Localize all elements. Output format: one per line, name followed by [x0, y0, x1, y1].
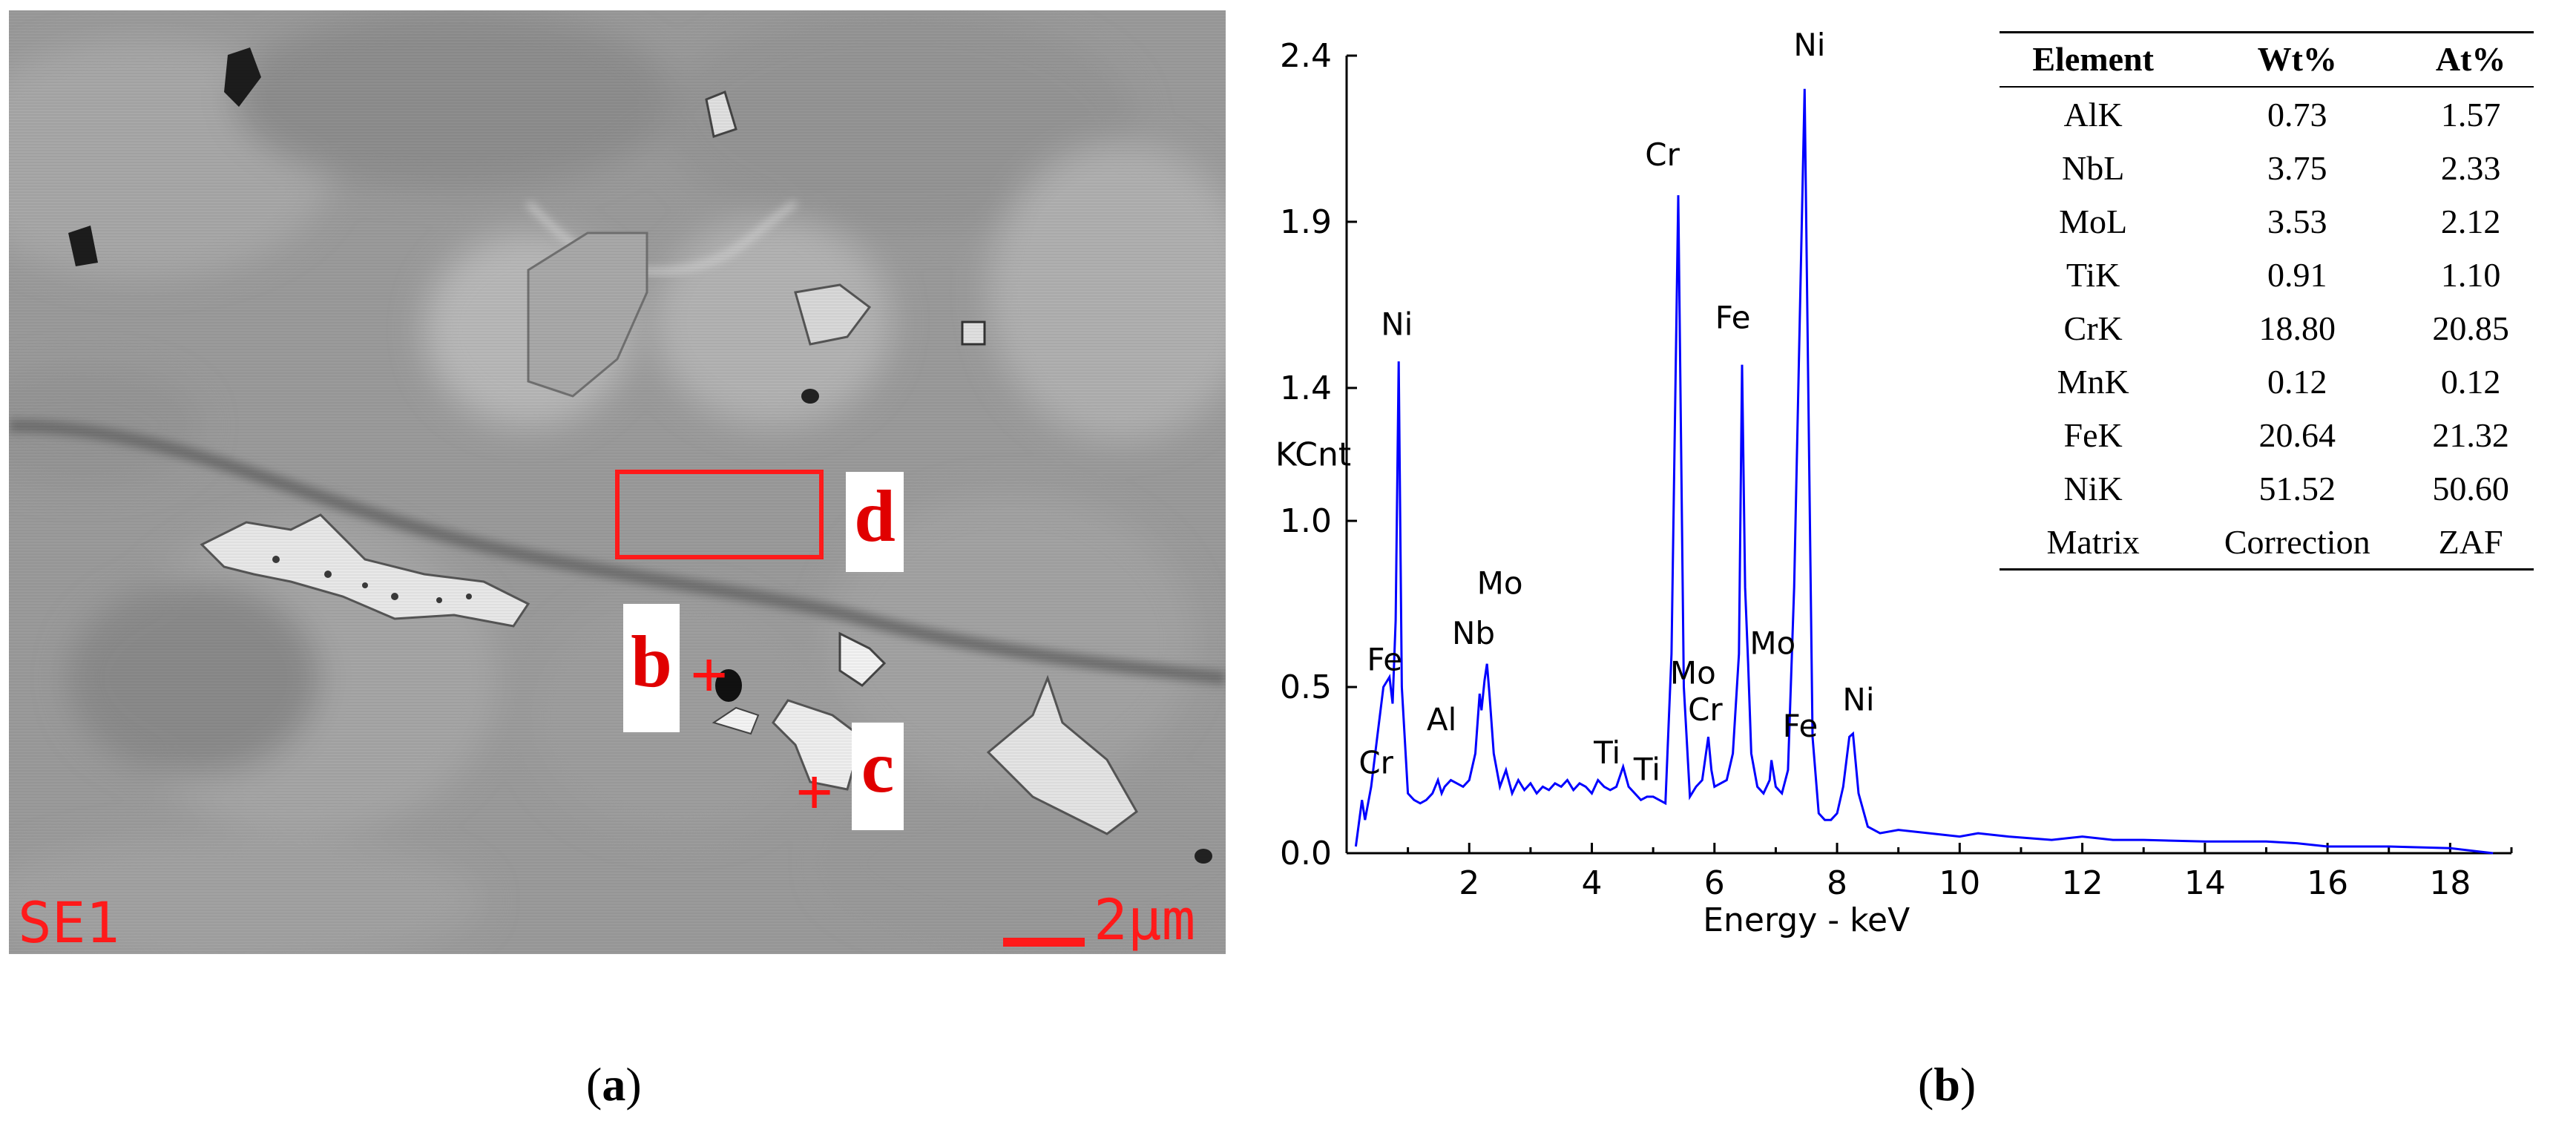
eds-spectrum-chart: 0.0 0.5 1.0 1.4 1.9 2.4 2 4 6 8 10 12 14 16 18 Cr Fe Ni…: [1275, 27, 2513, 939]
x-tick-label: 2: [1459, 864, 1479, 902]
peak-label: Fe: [1715, 299, 1751, 335]
table-header: Wt%: [2186, 31, 2408, 88]
table-row: CrK 18.80 20.85: [2000, 301, 2534, 355]
table-cell: TiK: [2066, 255, 2120, 294]
table-cell: Matrix: [2000, 515, 2187, 571]
composition-table: Element Wt% At% AlK 0.73 1.57 NbL 3.75 2.33 …: [2000, 31, 2534, 571]
y-tick-label: 1.0: [1280, 502, 1332, 540]
peak-label: Fe: [1367, 642, 1402, 678]
x-tick-label: 12: [2062, 864, 2103, 902]
x-axis-ticks: 2 4 6 8 10 12 14 16 18: [1407, 843, 2513, 902]
x-tick-label: 4: [1582, 864, 1603, 902]
table-cell: Correction: [2186, 515, 2408, 571]
table-cell: 1.10: [2440, 255, 2501, 294]
table-cell: CrK: [2063, 309, 2123, 347]
table-cell: NiK: [2063, 469, 2123, 507]
table-row: Matrix Correction ZAF: [2000, 515, 2534, 571]
x-tick-label: 8: [1827, 864, 1847, 902]
table-cell: 0.12: [2440, 362, 2501, 401]
scale-bar: [1003, 938, 1085, 947]
table-cell: 0.12: [2267, 362, 2327, 401]
table-header: Element: [2000, 31, 2187, 88]
table-row: TiK 0.91 1.10: [2000, 248, 2534, 301]
y-axis-ticks: 0.0 0.5 1.0 1.4 1.9 2.4: [1280, 37, 1357, 872]
table-cell: MnK: [2057, 362, 2129, 401]
table-row: MoL 3.53 2.12: [2000, 194, 2534, 248]
x-tick-label: 6: [1704, 864, 1725, 902]
peak-label: Cr: [1645, 137, 1680, 173]
table-row: FeK 20.64 21.32: [2000, 408, 2534, 461]
table-row: AlK 0.73 1.57: [2000, 87, 2534, 141]
caption-b-letter: b: [1933, 1058, 1960, 1111]
peak-label: Ti: [1593, 734, 1620, 771]
caption-b: (b): [1918, 1058, 1977, 1111]
y-tick-label: 0.0: [1280, 835, 1332, 872]
caption-a-letter: a: [602, 1058, 626, 1111]
table-cell: 20.64: [2258, 415, 2336, 454]
peak-label: Mo: [1477, 565, 1523, 602]
x-tick-label: 10: [1939, 864, 1980, 902]
table-cell: 2.33: [2440, 148, 2501, 187]
table-cell: 51.52: [2258, 469, 2336, 507]
table-cell: MoL: [2059, 202, 2128, 240]
table-cell: 3.53: [2267, 202, 2327, 240]
peak-label: Ni: [1842, 681, 1874, 717]
table-cell: 0.91: [2267, 255, 2327, 294]
label-b: b: [623, 604, 680, 732]
x-tick-label: 18: [2429, 864, 2471, 902]
y-tick-label: 0.5: [1280, 668, 1332, 706]
table-cell: AlK: [2063, 95, 2123, 134]
peak-label: Ti: [1633, 751, 1660, 787]
scale-label: 2μm: [1094, 887, 1196, 953]
detector-label: SE1: [18, 890, 120, 954]
table-cell: FeK: [2063, 415, 2123, 454]
table-cell: NbL: [2061, 148, 2125, 187]
caption-a: (a): [586, 1058, 642, 1111]
table-cell: 50.60: [2432, 469, 2509, 507]
region-d-rectangle: [615, 470, 824, 559]
table-cell: 21.32: [2432, 415, 2509, 454]
x-axis-title: Energy - keV: [1703, 901, 1910, 939]
x-tick-label: 16: [2307, 864, 2348, 902]
table-cell: ZAF: [2408, 515, 2534, 571]
table-header: At%: [2408, 31, 2534, 88]
table-cell: 2.12: [2440, 202, 2501, 240]
table-cell: 20.85: [2432, 309, 2509, 347]
x-tick-label: 14: [2184, 864, 2226, 902]
table-cell: 0.73: [2267, 95, 2327, 134]
sem-image-texture: [9, 10, 1226, 954]
y-axis-title: KCnt: [1275, 436, 1351, 474]
table-cell: 1.57: [2440, 95, 2501, 134]
point-c-marker: +: [795, 756, 834, 829]
table-cell: 3.75: [2267, 148, 2327, 187]
y-tick-label: 1.4: [1280, 369, 1332, 407]
table-row: MnK 0.12 0.12: [2000, 355, 2534, 408]
peak-label: Nb: [1452, 615, 1495, 651]
peak-label: Fe: [1783, 708, 1818, 744]
peak-label: Al: [1427, 701, 1456, 737]
label-d: d: [846, 472, 904, 572]
sem-micrograph: d b + c + SE1 2μm: [9, 10, 1226, 954]
peak-label: Mo: [1670, 655, 1716, 691]
peak-label: Mo: [1749, 625, 1795, 661]
table-header-row: Element Wt% At%: [2000, 31, 2534, 88]
y-tick-label: 2.4: [1280, 37, 1332, 75]
label-c: c: [852, 723, 904, 830]
peak-label: Ni: [1381, 306, 1413, 342]
table-row: NbL 3.75 2.33: [2000, 141, 2534, 194]
table-row: NiK 51.52 50.60: [2000, 461, 2534, 515]
spectrum-line: [1354, 88, 2494, 855]
peak-label: Cr: [1688, 691, 1723, 728]
peak-label: Cr: [1358, 745, 1393, 781]
table-cell: 18.80: [2258, 309, 2336, 347]
point-b-marker: +: [690, 639, 729, 712]
y-tick-label: 1.9: [1280, 203, 1332, 241]
peak-label: Ni: [1793, 27, 1825, 63]
